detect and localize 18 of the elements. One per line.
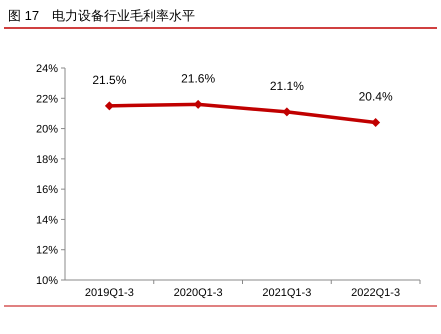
- y-tick-label: 10%: [36, 275, 58, 287]
- y-tick-label: 12%: [36, 244, 58, 257]
- x-tick-label: 2022Q1-3: [351, 287, 400, 299]
- data-label: 21.1%: [270, 78, 304, 93]
- y-tick-label: 22%: [36, 93, 58, 106]
- y-tick-label: 14%: [36, 214, 58, 226]
- x-tick-label: 2021Q1-3: [262, 287, 312, 299]
- x-tick-label: 2020Q1-3: [174, 287, 223, 299]
- y-tick-label: 18%: [36, 154, 58, 166]
- data-label: 20.4%: [358, 90, 393, 104]
- y-tick-label: 20%: [36, 124, 58, 136]
- y-tick-label: 24%: [36, 63, 58, 75]
- chart-title: 图 17 电力设备行业毛利率水平: [8, 8, 196, 23]
- y-tick-label: 16%: [36, 184, 58, 196]
- data-label: 21.6%: [181, 71, 216, 86]
- data-label: 21.5%: [92, 72, 127, 87]
- point: [371, 118, 380, 128]
- x-tick-label: 2019Q1-3: [84, 287, 134, 299]
